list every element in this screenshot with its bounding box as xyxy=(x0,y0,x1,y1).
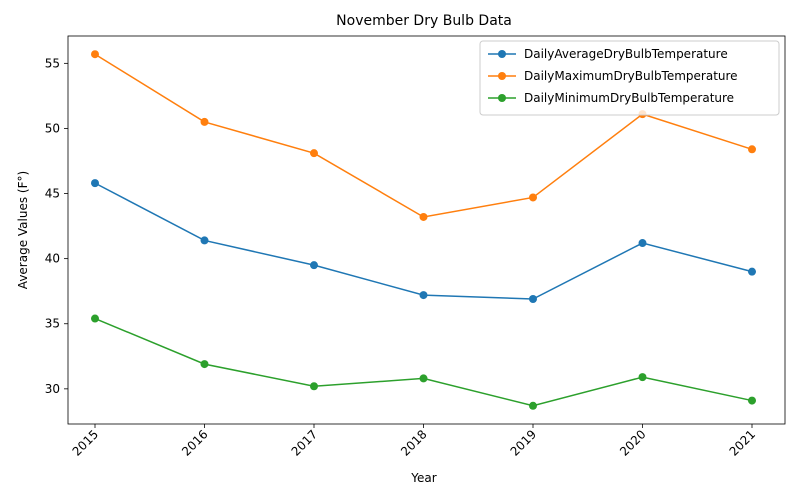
y-tick-label: 30 xyxy=(45,382,60,396)
series-2 xyxy=(91,314,756,410)
series-layer xyxy=(91,50,756,410)
legend-marker xyxy=(498,72,506,80)
y-tick-label: 35 xyxy=(45,317,60,331)
x-tick-label: 2015 xyxy=(70,427,101,458)
data-point xyxy=(638,373,647,382)
x-tick-label: 2021 xyxy=(727,427,758,458)
data-point xyxy=(638,239,647,248)
data-point xyxy=(419,212,428,221)
data-point xyxy=(748,267,756,276)
series-0 xyxy=(91,179,756,304)
x-tick-label: 2020 xyxy=(617,427,648,458)
legend-entry: DailyMinimumDryBulbTemperature xyxy=(488,91,734,105)
y-tick-label: 45 xyxy=(45,187,60,201)
data-point xyxy=(91,314,99,323)
data-point xyxy=(748,145,756,154)
x-tick-label: 2018 xyxy=(398,427,429,458)
data-point xyxy=(529,401,537,410)
y-tick-label: 50 xyxy=(45,121,60,135)
y-tick-label: 55 xyxy=(45,56,60,70)
data-point xyxy=(748,396,756,405)
x-tick-label: 2016 xyxy=(179,427,210,458)
data-point xyxy=(200,117,209,126)
legend-label: DailyAverageDryBulbTemperature xyxy=(524,47,728,61)
data-point xyxy=(91,179,99,188)
data-point xyxy=(200,360,209,369)
y-axis-label: Average Values (F°) xyxy=(16,171,30,289)
data-point xyxy=(91,50,99,59)
chart-title: November Dry Bulb Data xyxy=(336,13,512,29)
legend-entry: DailyAverageDryBulbTemperature xyxy=(488,47,728,61)
x-tick-label: 2017 xyxy=(289,427,320,458)
legend-label: DailyMinimumDryBulbTemperature xyxy=(524,91,734,105)
y-axis: 30 35 40 45 50 55 xyxy=(45,56,68,396)
legend-marker xyxy=(498,94,506,102)
legend-entry: DailyMaximumDryBulbTemperature xyxy=(488,69,738,83)
data-point xyxy=(529,295,537,304)
data-point xyxy=(529,193,537,202)
x-axis: 2015 2016 2017 2018 2019 2020 2021 xyxy=(70,424,758,459)
data-point xyxy=(419,291,428,300)
legend: DailyAverageDryBulbTemperature DailyMaxim… xyxy=(479,40,780,116)
data-point xyxy=(310,261,318,270)
y-tick-label: 40 xyxy=(45,252,60,266)
legend-label: DailyMaximumDryBulbTemperature xyxy=(524,69,738,83)
legend-frame xyxy=(479,40,780,116)
x-tick-label: 2019 xyxy=(508,427,539,458)
data-point xyxy=(419,374,428,383)
legend-marker xyxy=(498,50,506,58)
data-point xyxy=(310,149,318,158)
data-point xyxy=(200,236,209,245)
data-point xyxy=(310,382,318,391)
x-axis-label: Year xyxy=(410,471,436,485)
